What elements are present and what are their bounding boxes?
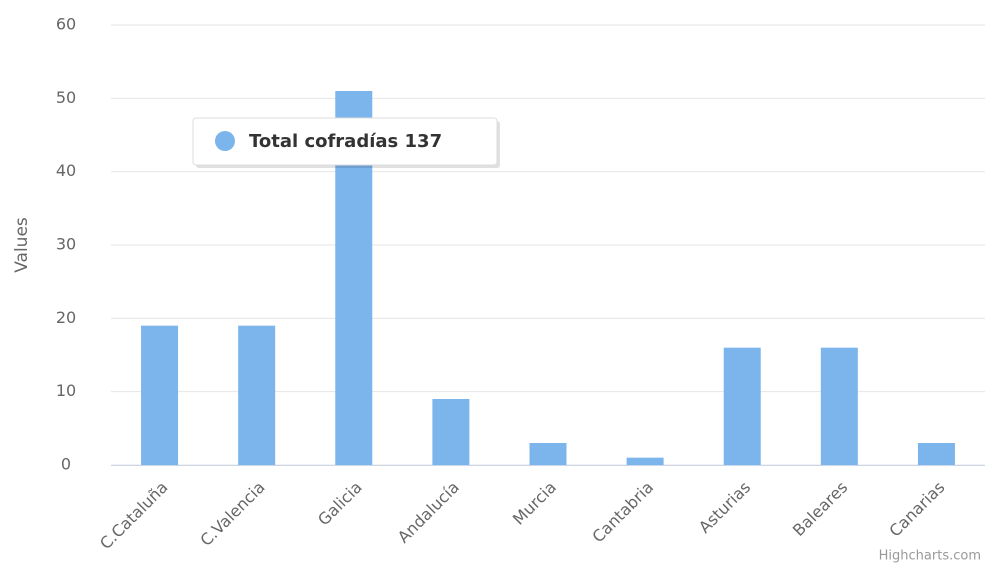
x-tick-label: C.Cataluña <box>96 478 172 554</box>
tooltip: Total cofradías 137 <box>192 117 500 168</box>
tooltip-marker <box>215 131 235 151</box>
bar <box>238 325 276 465</box>
bar <box>723 347 761 465</box>
x-tick-label: Galicia <box>314 478 366 530</box>
y-tick-label: 30 <box>56 235 76 254</box>
y-tick-label: 50 <box>56 88 76 107</box>
bar <box>141 325 179 465</box>
x-tick-label: C.Valencia <box>196 478 268 550</box>
y-axis-label: Values <box>12 217 32 273</box>
bar <box>432 399 470 465</box>
y-tick-label: 0 <box>61 455 71 474</box>
bar <box>820 347 858 465</box>
y-tick-label: 60 <box>56 15 76 34</box>
y-tick-label: 40 <box>56 161 76 180</box>
x-tick-label: Asturias <box>695 478 754 537</box>
tooltip-series-name: Total cofradías <box>249 131 398 152</box>
x-tick-label: Andalucía <box>394 478 463 547</box>
x-tick-label: Baleares <box>789 478 851 540</box>
x-tick-label: Cantabria <box>588 478 657 547</box>
x-tick-label: Murcia <box>509 478 560 529</box>
tooltip-value: 137 <box>405 131 443 152</box>
bar <box>917 443 955 465</box>
y-tick-label: 20 <box>56 308 76 327</box>
x-tick-label: Canarias <box>885 478 948 541</box>
bar <box>626 457 664 465</box>
y-tick-label: 10 <box>56 381 76 400</box>
credits: Highcharts.com <box>879 549 981 563</box>
tooltip-text: Total cofradías 137 <box>249 131 442 152</box>
bar <box>529 443 567 465</box>
tooltip-box <box>192 117 498 166</box>
